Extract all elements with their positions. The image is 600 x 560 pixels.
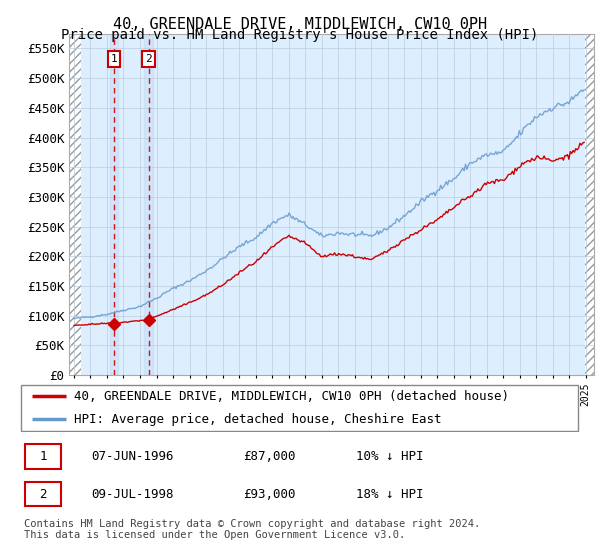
Text: 2: 2 [145,54,152,64]
Text: 1: 1 [111,54,118,64]
Text: 40, GREENDALE DRIVE, MIDDLEWICH, CW10 0PH (detached house): 40, GREENDALE DRIVE, MIDDLEWICH, CW10 0P… [74,390,509,403]
FancyBboxPatch shape [21,385,578,431]
Text: 09-JUL-1998: 09-JUL-1998 [91,488,174,501]
Text: Price paid vs. HM Land Registry's House Price Index (HPI): Price paid vs. HM Land Registry's House … [61,28,539,42]
Text: 07-JUN-1996: 07-JUN-1996 [91,450,174,463]
Bar [585,34,594,375]
Text: 1: 1 [40,450,47,463]
FancyBboxPatch shape [25,445,61,469]
Text: 10% ↓ HPI: 10% ↓ HPI [356,450,424,463]
Text: 18% ↓ HPI: 18% ↓ HPI [356,488,424,501]
Text: 2: 2 [40,488,47,501]
Text: Contains HM Land Registry data © Crown copyright and database right 2024.
This d: Contains HM Land Registry data © Crown c… [24,519,480,540]
Text: £87,000: £87,000 [244,450,296,463]
Text: HPI: Average price, detached house, Cheshire East: HPI: Average price, detached house, Ches… [74,413,442,426]
Text: £93,000: £93,000 [244,488,296,501]
Text: 40, GREENDALE DRIVE, MIDDLEWICH, CW10 0PH: 40, GREENDALE DRIVE, MIDDLEWICH, CW10 0P… [113,17,487,32]
Bar [145,34,153,375]
FancyBboxPatch shape [25,482,61,506]
Bar [110,34,118,375]
Bar [69,34,82,375]
